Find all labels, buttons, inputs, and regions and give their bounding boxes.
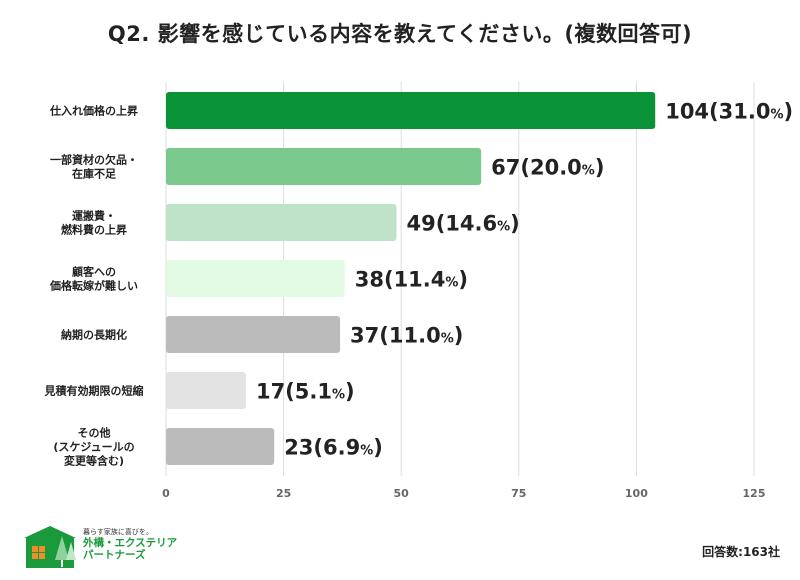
- category-label: 価格転嫁が難しい: [49, 279, 138, 293]
- x-tick-label: 100: [625, 487, 648, 500]
- category-labels: 仕入れ価格の上昇一部資材の欠品・在庫不足運搬費・燃料費の上昇顧客への価格転嫁が難…: [44, 104, 144, 468]
- x-tick-label: 25: [276, 487, 291, 500]
- value-label: 23(6.9%): [284, 436, 383, 460]
- bar: [166, 148, 482, 185]
- category-label: 仕入れ価格の上昇: [49, 104, 138, 118]
- answer-count: 回答数:163社: [702, 545, 780, 559]
- value-label: 49(14.6%): [406, 212, 519, 236]
- brand-line-1: 外構・エクステリア: [83, 537, 178, 549]
- category-label: 変更等含む): [64, 454, 124, 468]
- category-label: (スケジュールの: [53, 441, 134, 454]
- x-tick-label: 50: [394, 487, 410, 500]
- category-label: 在庫不足: [72, 167, 117, 181]
- bar: [166, 204, 397, 241]
- value-label: 17(5.1%): [256, 380, 355, 404]
- x-tick-labels: 0 25 50 75 100 125: [162, 487, 765, 500]
- brand-line-2: パートナーズ: [83, 549, 146, 561]
- category-label: 顧客への: [72, 265, 116, 279]
- value-label: 37(11.0%): [350, 324, 463, 348]
- value-labels: 104(31.0%) 67(20.0%) 49(14.6%) 38(11.4%) 37(…: [256, 100, 793, 460]
- bar: [166, 92, 656, 129]
- chart-title: Q2. 影響を感じている内容を教えてください。(複数回答可): [107, 22, 693, 46]
- bar: [166, 316, 341, 353]
- logo-tagline: 暮らす家族に喜びを。: [83, 528, 153, 536]
- value-label: 38(11.4%): [355, 268, 468, 292]
- bar: [166, 372, 246, 409]
- category-label: 納期の長期化: [61, 328, 127, 342]
- company-logo: [24, 526, 76, 568]
- bar: [166, 428, 275, 465]
- bar-chart: 仕入れ価格の上昇一部資材の欠品・在庫不足運搬費・燃料費の上昇顧客への価格転嫁が難…: [44, 82, 793, 500]
- value-label: 67(20.0%): [491, 156, 604, 180]
- bars: [166, 92, 656, 465]
- category-label: 運搬費・: [72, 209, 116, 223]
- category-label: その他: [78, 426, 111, 440]
- logo-brand-name: 外構・エクステリア パートナーズ: [83, 537, 177, 561]
- value-label: 104(31.0%): [665, 100, 793, 124]
- x-tick-label: 75: [511, 487, 526, 500]
- category-label: 一部資材の欠品・: [50, 153, 138, 167]
- bar: [166, 260, 345, 297]
- x-tick-label: 0: [162, 487, 170, 500]
- category-label: 見積有効期限の短縮: [44, 384, 144, 398]
- category-label: 燃料費の上昇: [60, 223, 127, 237]
- x-tick-label: 125: [743, 487, 766, 500]
